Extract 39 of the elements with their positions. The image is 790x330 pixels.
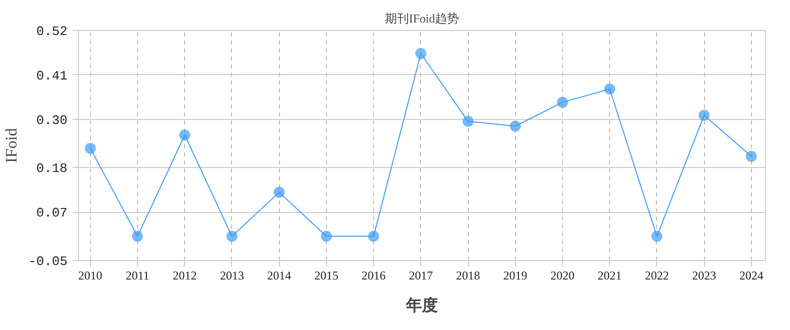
y-tick-label: 0.41 [36,68,68,84]
x-tick-label: 2019 [503,268,528,282]
y-tick-label: -0.05 [28,254,68,269]
x-tick-label: 2013 [220,268,244,282]
x-tick-label: 2011 [126,268,150,282]
point [179,130,190,140]
x-tick-label: 2018 [456,268,480,282]
y-tick-label: 0.30 [36,112,68,128]
x-tick-label: 2010 [78,268,102,282]
x-tick-label: 2016 [362,268,386,282]
point [226,230,238,242]
point [604,84,616,94]
point [556,96,568,108]
point [132,230,144,242]
y-tick-label: 0.07 [36,206,68,221]
x-tick-label: 2022 [644,268,669,282]
x-tick-label: 2021 [598,268,622,282]
x-tick-label: 2023 [692,268,716,282]
y-tick-label: 0.18 [36,161,68,176]
point [84,142,96,154]
x-tick-label: 2014 [267,268,292,282]
x-tick-label: 2020 [550,268,574,282]
x-axis-title: 年度 [405,296,438,314]
y-axis-title: IFoid [3,128,20,163]
point [698,110,710,121]
point [746,150,757,162]
x-tick-label: 2012 [172,268,197,282]
point [415,48,426,59]
y-tick-label: 0.52 [36,24,68,39]
point [651,230,662,242]
point [274,186,285,198]
x-tick-label: 2024 [739,268,764,282]
x-tick-label: 2015 [314,268,338,282]
point [510,120,521,132]
x-tick-label: 2017 [408,268,433,282]
point [320,230,332,242]
chart-title: 期刊IFoid趋势 [385,12,460,26]
point [462,116,474,127]
point [368,230,380,242]
